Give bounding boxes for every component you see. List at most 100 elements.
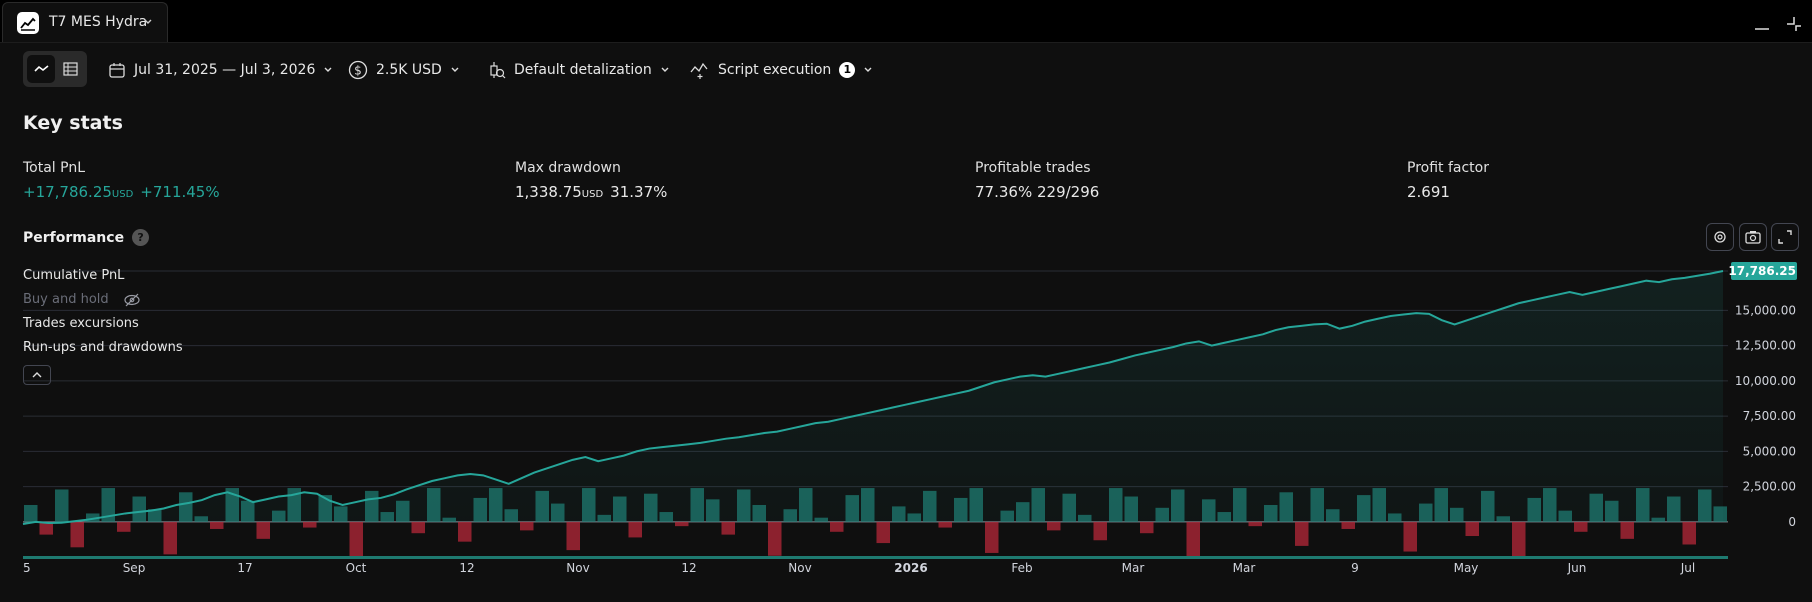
x-tick-label: 17 (237, 561, 252, 575)
max-drawdown-label: Max drawdown (515, 160, 621, 176)
svg-text:$: $ (354, 64, 362, 78)
screenshot-button[interactable] (1739, 223, 1767, 251)
drawdown-bar (1295, 521, 1309, 546)
legend-buy-and-hold-label: Buy and hold (23, 292, 109, 307)
profitable-trades-label: Profitable trades (975, 160, 1091, 176)
drawdown-bar (411, 521, 425, 534)
y-tick-label: 5,000.00 (1743, 444, 1796, 458)
x-tick-label: Nov (788, 561, 811, 575)
expand-icon (1778, 230, 1792, 244)
max-drawdown-value: 1,338.75 (515, 183, 582, 201)
legend-runups-drawdowns[interactable]: Run-ups and drawdowns (23, 340, 183, 355)
strategy-tab[interactable]: T7 MES Hydra (2, 2, 168, 42)
drawdown-bar (117, 521, 131, 532)
eye-off-icon[interactable] (123, 293, 141, 307)
chevron-up-icon (32, 372, 42, 378)
x-tick-label: May (1454, 561, 1479, 575)
max-drawdown-stat: Max drawdown 1,338.75USD 31.37% (515, 160, 667, 201)
drawdown-bar (1140, 521, 1154, 534)
x-tick-label: Sep (123, 561, 146, 575)
runup-bar (24, 504, 38, 522)
drawdown-bar (1248, 521, 1262, 527)
camera-icon (1745, 231, 1761, 244)
legend-buy-and-hold[interactable]: Buy and hold (23, 292, 141, 307)
x-tick-label: 12 (681, 561, 696, 575)
drawdown-bar (1047, 521, 1061, 531)
drawdown-bar (1186, 521, 1200, 558)
total-pnl-value: +17,786.25 (23, 183, 112, 201)
x-tick-label: Mar (1122, 561, 1145, 575)
drawdown-bar (1512, 521, 1526, 559)
table-view-button[interactable] (56, 55, 84, 83)
cumulative-pnl-line (22, 270, 1724, 526)
collapse-legend-button[interactable] (23, 365, 51, 385)
drawdown-bar (1403, 521, 1417, 552)
capital-label: 2.5K USD (376, 62, 442, 78)
drawdown-bar (349, 521, 363, 559)
y-tick-label: 12,500.00 (1735, 339, 1796, 353)
toolbar: Jul 31, 2025 — Jul 3, 2026 $ 2.5K USD De… (0, 42, 1812, 97)
drawdown-bar (830, 521, 844, 532)
profitable-trades-ratio: 229/296 (1036, 183, 1100, 201)
drawdown-bar (1465, 521, 1479, 537)
drawdown-bar (39, 521, 53, 535)
chevron-down-icon (864, 67, 872, 72)
profitable-trades-stat: Profitable trades 77.36% 229/296 (975, 160, 1099, 201)
chart-logo-icon (17, 12, 39, 34)
max-drawdown-unit: USD (581, 189, 604, 200)
y-tick-label: 15,000.00 (1735, 303, 1796, 317)
total-pnl-label: Total PnL (23, 160, 86, 176)
chart-view-button[interactable] (27, 55, 55, 83)
chevron-down-icon (324, 67, 332, 72)
drawdown-bar (163, 521, 177, 555)
x-tick-label: 12 (459, 561, 474, 575)
date-range-button[interactable]: Jul 31, 2025 — Jul 3, 2026 (108, 59, 333, 81)
runup-bar (55, 489, 69, 522)
tab-title: T7 MES Hydra (49, 14, 148, 30)
help-icon[interactable]: ? (132, 229, 150, 246)
profit-factor-label: Profit factor (1407, 160, 1489, 176)
legend-trades-excursions[interactable]: Trades excursions (23, 316, 139, 331)
x-tick-label: Jun (1567, 561, 1587, 575)
drawdown-bar (876, 521, 890, 544)
profit-factor-stat: Profit factor 2.691 (1407, 160, 1489, 201)
drawdown-bar (1682, 521, 1696, 545)
performance-title: Performance (23, 229, 125, 246)
runup-bar (86, 513, 100, 522)
chart-settings-button[interactable] (1706, 223, 1734, 251)
drawdown-bar (628, 521, 642, 538)
total-pnl-stat: Total PnL +17,786.25USD +711.45% (23, 160, 220, 201)
y-tick-label: 10,000.00 (1735, 374, 1796, 388)
script-count-badge: 1 (839, 62, 856, 78)
drawdown-bar (1341, 521, 1355, 529)
restore-icon[interactable] (1784, 14, 1804, 34)
drawdown-bar (458, 521, 472, 542)
drawdown-bar (566, 521, 580, 551)
chevron-down-icon[interactable] (143, 15, 153, 31)
detalization-icon (490, 62, 506, 79)
x-tick-label: 5 (23, 561, 31, 575)
last-value-marker (1731, 262, 1797, 281)
drawdown-bar (675, 521, 689, 527)
x-tick-label: Feb (1011, 561, 1032, 575)
fullscreen-button[interactable] (1771, 223, 1799, 251)
y-tick-label: 7,500.00 (1743, 409, 1796, 423)
cumulative-pnl-area (23, 271, 1723, 525)
drawdown-bar (70, 521, 84, 548)
view-toggle (23, 51, 87, 87)
legend-cumulative-pnl[interactable]: Cumulative PnL (23, 268, 125, 283)
x-tick-label: Mar (1233, 561, 1256, 575)
drawdown-bar (768, 521, 782, 556)
script-execution-button[interactable]: Script execution 1 (690, 59, 873, 81)
drawdown-bar (985, 521, 999, 553)
detalization-button[interactable]: Default detalization (488, 59, 670, 81)
capital-button[interactable]: $ 2.5K USD (348, 59, 460, 81)
max-drawdown-percent: 31.37% (610, 183, 668, 201)
calendar-icon (109, 63, 125, 78)
drawdown-bar (1620, 521, 1634, 539)
minimize-icon[interactable] (1752, 14, 1772, 34)
chevron-down-icon (661, 67, 669, 72)
drawdown-bar (210, 521, 224, 529)
drawdown-bar (256, 521, 270, 539)
top-bar: T7 MES Hydra (0, 0, 1812, 42)
